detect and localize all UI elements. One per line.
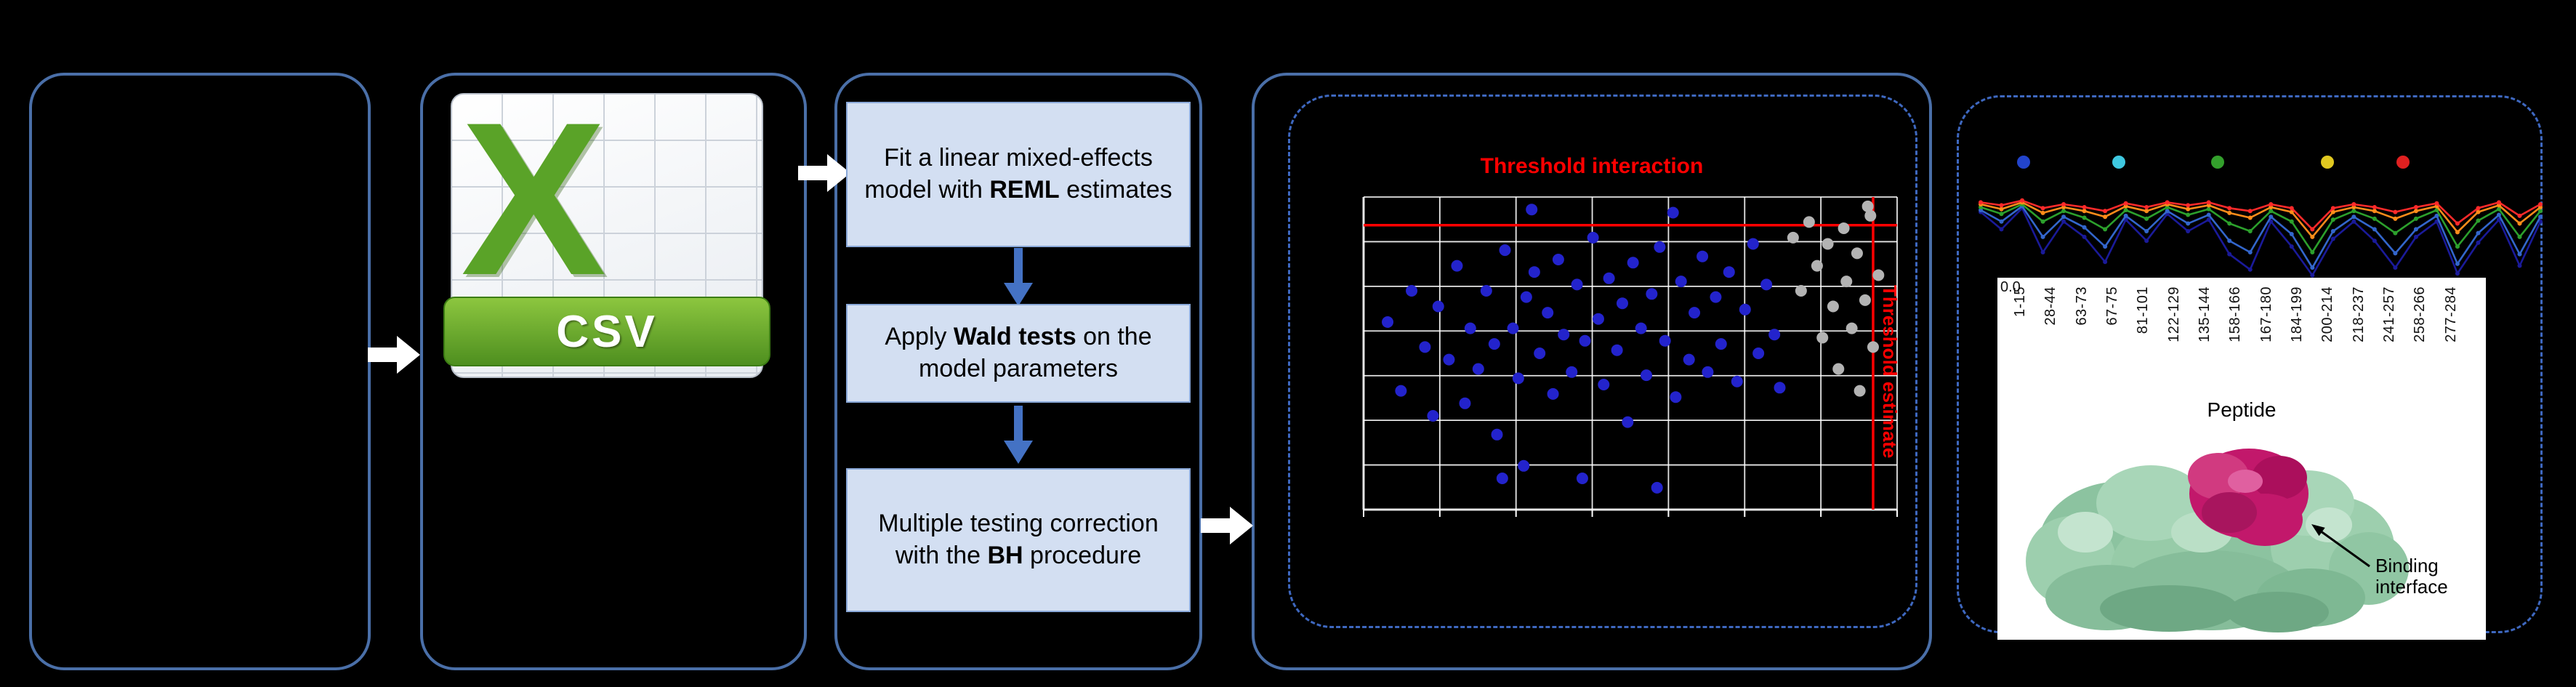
- step-bh-box: Multiple testing correction with the BH …: [846, 468, 1191, 612]
- flow-arrow-2: [798, 154, 850, 192]
- threshold-scatter-plot: [1362, 196, 1898, 517]
- down-arrow-2: [1004, 406, 1033, 464]
- legend-dot: [2321, 156, 2335, 169]
- scatter-dashed-frame: [1288, 95, 1917, 628]
- peptide-tick-label: 277-284: [2442, 286, 2459, 342]
- binding-interface-label: Binding interface: [2375, 555, 2448, 598]
- peptide-tick-label: 122-129: [2165, 286, 2182, 342]
- condition-legend-dots: [1981, 156, 2540, 172]
- peptide-tick-label: 258-266: [2412, 286, 2428, 342]
- y-axis-tick-label: 0.0: [2000, 279, 2021, 295]
- csv-file-icon: X CSV: [443, 76, 770, 378]
- step-bh-text: Multiple testing correction with the BH …: [878, 510, 1159, 569]
- binding-interface-arrow: [2317, 528, 2370, 568]
- step-reml-box: Fit a linear mixed-effects model with RE…: [846, 102, 1191, 247]
- statistical-modeling-panel: [834, 73, 1202, 670]
- threshold-interaction-label: Threshold interaction: [1480, 154, 1704, 178]
- legend-dot: [2211, 156, 2225, 169]
- step-reml-text: Fit a linear mixed-effects model with RE…: [864, 144, 1172, 204]
- excel-x-letter: X: [461, 76, 607, 321]
- peptide-tick-label: 167-180: [2258, 286, 2274, 342]
- peptide-tick-label: 200-214: [2319, 286, 2336, 342]
- threshold-estimate-label: Threshold estimate: [1879, 285, 1901, 459]
- peptide-tick-labels: 1-15 28-44 63-73 67-75 81-101 122-129 135-144 1…: [2012, 286, 2460, 394]
- peptide-tick-label: 67-75: [2104, 286, 2121, 326]
- peptide-profile-chart: [1979, 198, 2543, 278]
- flow-arrow-1: [368, 336, 420, 374]
- input-panel: [29, 73, 371, 670]
- step-wald-text: Apply Wald tests on the model parameters: [885, 323, 1152, 382]
- peptide-tick-label: 81-101: [2135, 286, 2152, 334]
- peptide-axis-title: Peptide: [2207, 398, 2277, 421]
- peptide-tick-label: 241-257: [2381, 286, 2398, 342]
- results-scatter-panel: [1252, 73, 1932, 670]
- legend-dot: [2112, 156, 2126, 169]
- peptide-tick-label: 218-237: [2350, 286, 2367, 342]
- peptide-tick-label: 1-15: [2012, 286, 2028, 318]
- peptide-axis-panel: 0.0 1-15 28-44 63-73 67-75 81-101 122-129 135-…: [1997, 278, 2486, 640]
- flow-arrow-3: [1201, 507, 1253, 545]
- legend-dot: [2016, 156, 2030, 169]
- peptide-tick-label: 135-144: [2197, 286, 2213, 342]
- peptide-tick-label: 28-44: [2042, 286, 2059, 326]
- peptide-tick-label: 63-73: [2073, 286, 2090, 326]
- down-arrow-1: [1004, 248, 1033, 306]
- peptide-tick-label: 158-166: [2227, 286, 2244, 342]
- csv-ribbon-label: CSV: [443, 297, 770, 366]
- step-wald-box: Apply Wald tests on the model parameters: [846, 304, 1191, 403]
- csv-data-panel: [420, 73, 807, 670]
- legend-dot: [2396, 156, 2410, 169]
- peptide-tick-label: 184-199: [2289, 286, 2306, 342]
- protein-structure-image: [2026, 449, 2409, 632]
